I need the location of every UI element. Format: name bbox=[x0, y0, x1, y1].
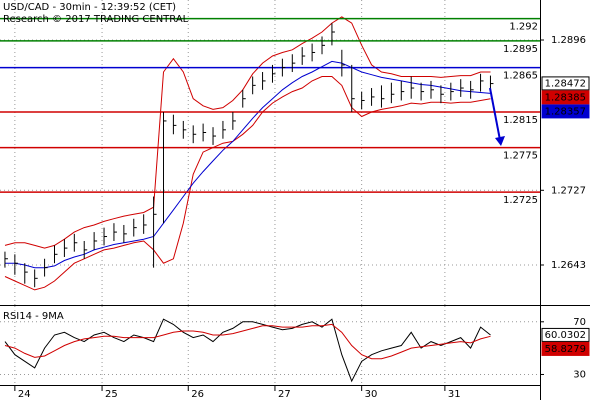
indicator-line bbox=[5, 60, 491, 269]
last-value-label: 1.28357 bbox=[545, 106, 586, 117]
indicator-line bbox=[4, 318, 491, 383]
level-label: 1.2725 bbox=[503, 195, 538, 206]
x-tick-label: 25 bbox=[105, 389, 118, 400]
last-value-box bbox=[541, 341, 590, 356]
indicator-line bbox=[4, 16, 491, 249]
y-tick-label: 1.2896 bbox=[551, 35, 586, 46]
y-tick-label: 1.2727 bbox=[551, 185, 586, 196]
y-tick-label: 70 bbox=[573, 317, 586, 328]
last-value-box bbox=[541, 327, 590, 342]
last-value-label: 58.8279 bbox=[545, 344, 586, 355]
last-value-label: 1.28385 bbox=[545, 92, 586, 103]
indicator-line bbox=[4, 76, 491, 291]
y-tick-label: 30 bbox=[573, 369, 586, 380]
level-label: 1.292 bbox=[509, 22, 538, 33]
y-tick-label: 1.2643 bbox=[551, 260, 586, 271]
rsi-title: RSI14 - 9MA bbox=[3, 311, 64, 322]
forecast-arrow bbox=[489, 87, 501, 141]
last-value-box bbox=[541, 104, 590, 119]
x-tick-label: 31 bbox=[448, 389, 461, 400]
x-tick-label: 27 bbox=[278, 389, 291, 400]
level-label: 1.2895 bbox=[503, 44, 538, 55]
forecast-arrow-head bbox=[495, 136, 505, 146]
last-value-box bbox=[541, 76, 590, 91]
x-tick-label: 26 bbox=[191, 389, 204, 400]
chart-subtitle: Research © 2017 TRADING CENTRAL bbox=[3, 14, 189, 25]
indicator-line bbox=[4, 323, 491, 360]
level-label: 1.2865 bbox=[503, 71, 538, 82]
x-tick-label: 30 bbox=[365, 389, 378, 400]
level-label: 1.2775 bbox=[503, 151, 538, 162]
x-tick-label: 24 bbox=[18, 389, 31, 400]
chart-title: USD/CAD - 30min - 12:39:52 (CET) bbox=[3, 2, 176, 13]
level-label: 1.2815 bbox=[503, 115, 538, 126]
last-value-box bbox=[541, 90, 590, 105]
last-value-label: 60.0302 bbox=[545, 330, 586, 341]
last-value-label: 1.28472 bbox=[545, 78, 586, 89]
